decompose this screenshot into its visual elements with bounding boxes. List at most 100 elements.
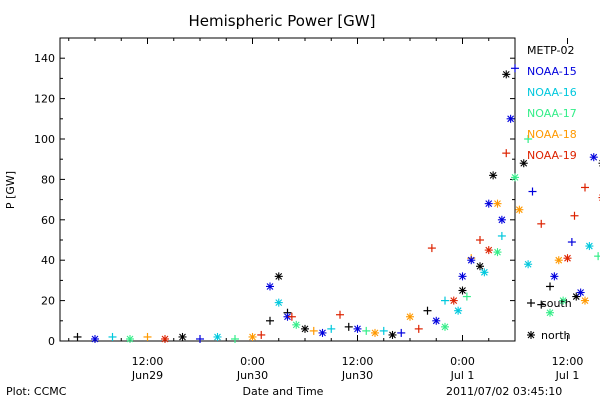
y-tick-label: 0 — [48, 335, 55, 348]
north-data-point — [480, 268, 489, 277]
south-data-point — [537, 219, 546, 228]
north-data-point — [581, 296, 589, 305]
north-data-point — [318, 328, 327, 337]
x-tick-time-label: 0:00 — [240, 355, 265, 368]
south-data-point — [327, 324, 336, 333]
north-data-point — [388, 330, 397, 339]
south-data-point — [570, 211, 579, 220]
north-data-point — [301, 324, 309, 333]
y-tick-label: 140 — [34, 52, 55, 65]
north-data-point — [493, 248, 502, 257]
north-data-point — [292, 320, 301, 329]
north-data-point — [519, 159, 528, 168]
y-axis: 0 20 40 60 80 100 120 140 — [34, 52, 515, 348]
north-data-point — [248, 332, 257, 341]
south-data-point — [336, 310, 344, 319]
footer-timestamp: 2011/07/02 03:45:10 — [446, 385, 562, 398]
north-data-point — [274, 298, 283, 307]
legend-entry: NOAA-18 — [527, 128, 577, 141]
north-data-point — [476, 262, 484, 271]
legend-entry: NOAA-17 — [527, 107, 577, 120]
legend-entry: METP-02 — [527, 44, 575, 57]
north-data-point — [497, 215, 506, 224]
south-data-point — [462, 292, 471, 301]
north-data-point — [371, 328, 379, 337]
north-data-point — [283, 312, 292, 321]
y-tick-label: 40 — [41, 254, 55, 267]
north-data-point — [589, 153, 598, 162]
north-data-point — [559, 296, 568, 305]
north-data-point — [161, 334, 169, 343]
north-data-point — [266, 282, 274, 291]
x-tick-time-label: 0:00 — [450, 355, 475, 368]
south-data-point — [511, 64, 519, 73]
chart-title: Hemispheric Power [GW] — [189, 12, 376, 30]
y-tick-label: 120 — [34, 93, 55, 106]
south-data-point — [528, 187, 537, 196]
y-tick-label: 100 — [34, 133, 55, 146]
data-points — [73, 64, 600, 343]
north-data-point — [126, 334, 134, 343]
north-data-point — [563, 254, 572, 263]
north-data-point — [454, 306, 463, 315]
marker-legend: south north — [527, 297, 572, 342]
south-data-point — [427, 244, 436, 253]
legend-entry: NOAA-16 — [527, 86, 577, 99]
north-marker-legend-item: north — [527, 329, 571, 342]
north-data-point — [441, 322, 449, 331]
marker-legend-label: south — [541, 297, 572, 310]
south-data-point — [502, 149, 511, 158]
north-data-point — [576, 288, 585, 297]
south-data-point — [309, 326, 318, 335]
south-data-point — [266, 316, 274, 325]
x-tick-date-label: Jul 1 — [450, 369, 475, 382]
north-data-point — [506, 114, 515, 123]
x-tick-date-label: Jun30 — [341, 369, 373, 382]
south-data-point — [362, 326, 371, 335]
north-data-point — [458, 286, 467, 295]
series-legend: METP-02 NOAA-15 NOAA-16 NOAA-17 NOAA-18 NOAA-… — [527, 44, 577, 162]
north-data-point — [546, 308, 554, 317]
north-data-point — [458, 272, 467, 281]
north-data-point — [484, 199, 493, 208]
south-data-point — [231, 334, 239, 343]
legend-entry: NOAA-15 — [527, 65, 577, 78]
y-tick-label: 80 — [41, 173, 55, 186]
south-data-point — [476, 236, 484, 244]
south-data-point — [546, 282, 554, 291]
north-data-point — [449, 296, 458, 305]
south-data-point — [196, 334, 204, 343]
north-data-point — [467, 256, 476, 265]
x-tick-time-label: 12:00 — [342, 355, 374, 368]
south-data-point — [497, 231, 506, 240]
north-data-point — [585, 242, 594, 251]
south-data-point — [257, 330, 266, 339]
south-data-point — [108, 332, 117, 341]
south-data-point — [73, 332, 82, 341]
south-data-point — [143, 332, 152, 341]
x-tick-time-label: 12:00 — [132, 355, 164, 368]
south-data-point — [524, 135, 533, 143]
north-data-point — [550, 272, 559, 281]
south-data-point — [581, 183, 589, 192]
north-data-point — [489, 171, 498, 180]
legend-entry: NOAA-19 — [527, 149, 577, 162]
south-data-point — [423, 306, 432, 315]
marker-legend-label: north — [541, 329, 571, 342]
south-data-point — [537, 300, 546, 309]
x-tick-date-label: Jul 1 — [555, 369, 580, 382]
south-data-point — [344, 322, 353, 331]
north-data-point — [91, 334, 99, 343]
north-data-point — [493, 199, 502, 208]
north-data-point — [484, 246, 493, 255]
north-data-point — [515, 205, 524, 214]
north-data-point — [554, 256, 563, 265]
north-data-point — [178, 332, 187, 341]
north-data-point — [524, 260, 533, 269]
north-data-point — [274, 272, 283, 281]
south-data-point — [287, 312, 296, 321]
south-marker-legend-item: south — [527, 297, 572, 310]
north-data-point — [406, 312, 414, 321]
north-data-point — [353, 324, 362, 333]
